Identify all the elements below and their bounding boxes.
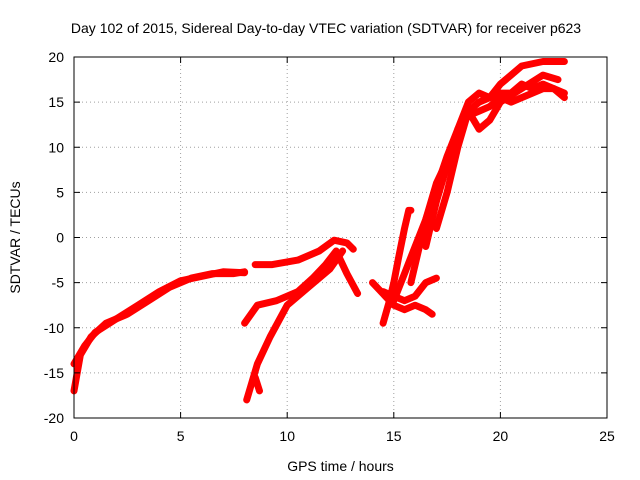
- data-series-3: [243, 247, 347, 404]
- y-tick-label: 0: [56, 230, 64, 246]
- x-tick-label: 0: [70, 428, 78, 444]
- x-tick-label: 5: [177, 428, 185, 444]
- x-tick-label: 20: [493, 428, 509, 444]
- data-series-6: [251, 373, 263, 395]
- x-axis-label: GPS time / hours: [287, 458, 394, 474]
- data-series-2: [70, 268, 249, 368]
- y-tick-label: 15: [48, 94, 64, 110]
- grid-layer: [74, 57, 607, 418]
- axis-layer: 0 5 10 15 20 25 -20 -15 -10 -5 0 5 10 15 20: [44, 49, 615, 444]
- x-tick-label: 25: [599, 428, 615, 444]
- chart-title: Day 102 of 2015, Sidereal Day-to-day VTE…: [71, 20, 581, 36]
- data-series-5: [251, 236, 357, 269]
- data-series-11: [407, 80, 568, 287]
- plot-frame: [73, 56, 608, 419]
- y-tick-label: 10: [48, 139, 64, 155]
- y-tick-label: -5: [52, 275, 65, 291]
- x-tick-label: 10: [279, 428, 295, 444]
- y-tick-label: 20: [48, 49, 64, 65]
- y-axis-label: SDTVAR / TECUs: [7, 181, 23, 293]
- x-tick-label: 15: [386, 428, 402, 444]
- y-tick-label: 5: [56, 184, 64, 200]
- data-series-13: [432, 71, 562, 232]
- data-layer: [70, 58, 568, 404]
- data-series-9: [379, 206, 415, 327]
- data-series-12: [422, 58, 568, 250]
- data-series-14: [464, 85, 568, 120]
- y-tick-label: -15: [44, 365, 64, 381]
- y-tick-label: -20: [44, 410, 64, 426]
- data-series-4: [241, 247, 362, 327]
- y-tick-label: -10: [44, 320, 64, 336]
